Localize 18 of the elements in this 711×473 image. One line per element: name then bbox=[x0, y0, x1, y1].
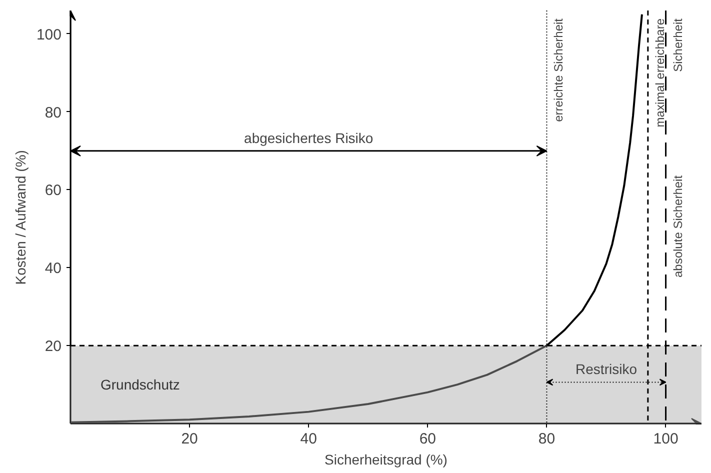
x-tick-label: 80 bbox=[538, 430, 556, 448]
x-axis-title: Sicherheitsgrad (%) bbox=[324, 452, 448, 468]
annotation: abgesichertes Risiko bbox=[244, 130, 374, 146]
x-tick-label: 60 bbox=[419, 430, 436, 448]
y-tick-label: 100 bbox=[36, 26, 62, 44]
ref-line-label: absolute Sicherheit bbox=[670, 174, 685, 278]
annotation: Restrisiko bbox=[576, 361, 638, 378]
band-label: Grundschutz bbox=[100, 376, 180, 393]
y-tick-label: 80 bbox=[44, 104, 62, 122]
x-tick-label: 20 bbox=[181, 430, 198, 448]
ref-line-label: maximal erreichbare Sicherheit bbox=[652, 18, 686, 128]
y-axis-title: Kosten / Aufwand (%) bbox=[12, 150, 28, 285]
y-tick-label: 20 bbox=[44, 338, 62, 356]
x-tick-label: 100 bbox=[653, 430, 678, 448]
x-tick-label: 40 bbox=[300, 430, 317, 448]
y-tick-label: 60 bbox=[44, 182, 62, 200]
y-tick-label: 40 bbox=[44, 260, 62, 278]
ref-line-label: erreichte Sicherheit bbox=[552, 18, 566, 122]
